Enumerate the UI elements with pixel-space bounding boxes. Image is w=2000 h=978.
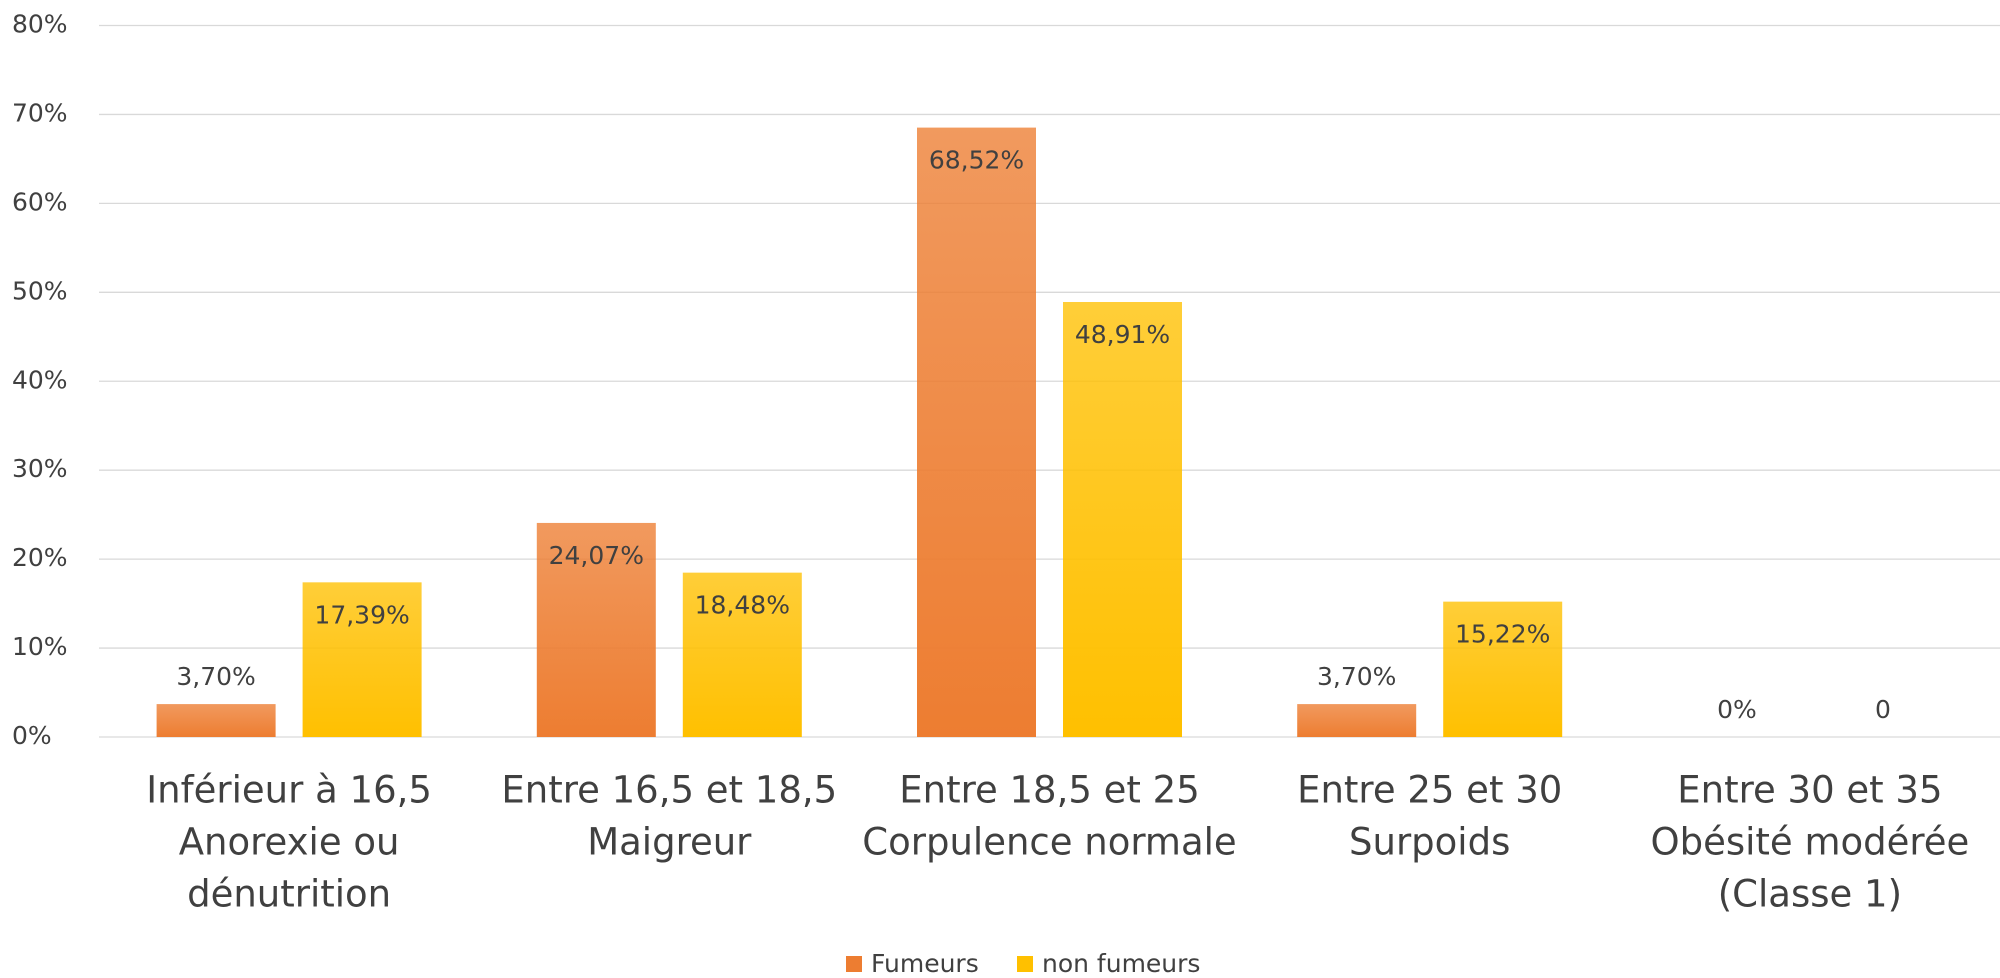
y-tick-label: 30%: [12, 454, 68, 483]
x-tick-label: Corpulence normale: [862, 821, 1236, 864]
y-tick-label: 80%: [12, 10, 68, 39]
y-tick-label: 70%: [12, 98, 68, 127]
x-tick-label: Maigreur: [587, 821, 752, 864]
bar: [1063, 302, 1182, 737]
x-tick-label: Entre 18,5 et 25: [899, 769, 1200, 812]
x-tick-label: Entre 30 et 35: [1677, 769, 1942, 812]
y-tick-label: 60%: [12, 187, 68, 216]
x-tick-label: Surpoids: [1349, 821, 1510, 864]
data-label: 18,48%: [695, 591, 790, 620]
y-tick-label: 20%: [12, 543, 68, 572]
bar: [682, 572, 802, 737]
x-tick-label: Entre 25 et 30: [1297, 769, 1562, 812]
legend-label: Fumeurs: [871, 949, 979, 978]
x-tick-label: Entre 16,5 et 18,5: [501, 769, 837, 812]
x-tick-label: Inférieur à 16,5: [146, 769, 432, 812]
bar: [536, 522, 656, 737]
legend-swatch: [846, 956, 862, 972]
bar: [1443, 601, 1563, 737]
data-label: 15,22%: [1455, 620, 1550, 649]
x-tick-label: Obésité modérée: [1650, 821, 1969, 864]
data-label: 48,91%: [1075, 320, 1170, 349]
y-tick-label: 10%: [12, 632, 68, 661]
data-label: 17,39%: [314, 600, 409, 629]
y-tick-label: 40%: [12, 365, 68, 394]
y-tick-label: 50%: [12, 276, 68, 305]
bar: [1297, 704, 1417, 737]
legend-swatch: [1017, 956, 1033, 972]
x-tick-label: (Classe 1): [1718, 873, 1902, 916]
x-tick-label: Anorexie ou: [179, 821, 400, 864]
legend-label: non fumeurs: [1042, 949, 1200, 978]
data-label: 0%: [1717, 695, 1757, 724]
bar: [156, 704, 276, 737]
y-tick-label: 0%: [12, 721, 52, 750]
bar: [917, 127, 1036, 738]
data-label: 3,70%: [176, 662, 255, 691]
data-label: 3,70%: [1317, 662, 1396, 691]
data-label: 0: [1875, 695, 1891, 724]
x-tick-label: dénutrition: [187, 873, 391, 916]
data-label: 24,07%: [549, 541, 644, 570]
data-label: 68,52%: [929, 146, 1024, 175]
bar: [302, 582, 422, 737]
